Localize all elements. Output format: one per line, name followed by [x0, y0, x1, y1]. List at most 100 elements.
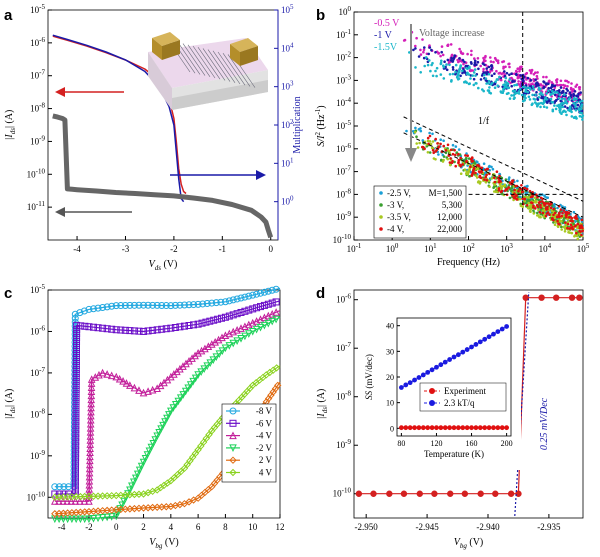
flake-line-a: [202, 48, 226, 81]
data-point-b-2: [502, 83, 505, 87]
data-point-c-3: [98, 514, 107, 522]
inset-data-point-d-0: [442, 425, 448, 431]
flake-line-a: [212, 50, 236, 83]
data-point-b-5: [553, 223, 557, 227]
data-point-c-2: [144, 387, 152, 395]
y-tick-label-b: 10-7: [336, 165, 351, 177]
data-point-c-2: [87, 395, 96, 404]
data-point-b-4: [578, 235, 582, 238]
data-point-c-1: [72, 390, 80, 398]
data-point-c-0: [167, 302, 175, 310]
data-point-c-0: [71, 310, 79, 318]
data-point-c-1: [73, 337, 81, 345]
data-point-b-2: [515, 83, 519, 87]
data-point-b-0: [518, 70, 521, 73]
data-point-b-2: [465, 66, 468, 70]
data-point-b-6: [569, 223, 573, 227]
data-point-c-2: [218, 333, 226, 342]
data-point-b-5: [560, 228, 563, 231]
data-point-b-2: [431, 74, 435, 78]
legend-marker-c: [229, 407, 237, 415]
data-point-c-1: [72, 414, 80, 422]
data-point-b-2: [513, 84, 516, 87]
data-point-b-4: [554, 218, 557, 222]
data-point-c-0: [76, 309, 84, 317]
data-point-c-2: [51, 497, 59, 505]
data-point-b-1: [562, 91, 565, 94]
data-point-b-1: [511, 79, 514, 83]
x-tick-label-a: -1: [219, 244, 227, 254]
data-point-c-1: [162, 325, 170, 333]
data-point-d: [507, 490, 515, 497]
data-point-b-0: [519, 67, 522, 71]
panel-label-d: d: [316, 285, 325, 302]
data-point-c-0: [117, 302, 125, 310]
data-point-c-2: [148, 385, 157, 394]
data-point-b-2: [489, 92, 493, 95]
data-point-c-0: [194, 300, 202, 308]
data-point-b-5: [541, 209, 545, 213]
data-point-b-6: [444, 149, 448, 152]
data-point-c-2: [207, 340, 216, 348]
data-point-c-3: [51, 515, 59, 524]
inset-data-point-d-0: [455, 425, 461, 431]
data-point-b-6: [437, 145, 441, 148]
data-point-b-5: [490, 177, 494, 180]
data-point-c-2: [85, 472, 94, 481]
data-point-b-2: [517, 90, 521, 93]
data-point-c-0: [257, 289, 265, 297]
data-point-c-0: [121, 301, 129, 309]
data-point-b-0: [514, 69, 518, 73]
data-point-b-6: [556, 219, 559, 223]
data-point-b-6: [426, 136, 430, 140]
data-point-b-0: [488, 70, 492, 74]
data-point-b-2: [498, 75, 501, 79]
data-point-b-2: [581, 114, 585, 117]
data-point-b-0: [484, 54, 487, 58]
inset-data-point-d-1: [486, 334, 492, 340]
data-point-b-6: [544, 214, 548, 218]
data-point-b-6: [465, 159, 468, 163]
data-point-c-1: [190, 321, 198, 329]
data-point-b-6: [435, 149, 438, 152]
data-point-d: [370, 490, 377, 497]
inset-x-tick-label-d: 80: [397, 439, 405, 448]
data-point-d: [538, 294, 545, 301]
data-point-b-3: [487, 165, 491, 168]
data-point-b-1: [486, 70, 490, 74]
data-point-b-6: [579, 224, 582, 227]
data-point-b-2: [520, 93, 524, 97]
data-point-b-0: [520, 65, 523, 69]
data-point-c-2: [87, 391, 96, 400]
data-point-c-3: [268, 317, 277, 326]
y2-tick-label-a: 101: [281, 156, 294, 168]
data-point-b-3: [490, 165, 493, 169]
legend-label-c: -6 V: [256, 418, 273, 428]
data-point-b-5: [476, 167, 480, 171]
data-point-b-0: [502, 65, 505, 69]
inset-data-point-d-1: [434, 364, 439, 370]
data-point-b-0: [497, 72, 501, 75]
data-point-b-6: [536, 205, 540, 209]
inset-data-point-d-0: [438, 425, 444, 431]
data-point-b-6: [458, 163, 462, 167]
data-point-b-1: [451, 66, 455, 69]
contact-side-1-a: [152, 38, 162, 60]
x-tick-label-b: 105: [577, 242, 590, 254]
y-tick-label-a: 10-8: [30, 102, 45, 114]
data-point-c-1: [72, 438, 80, 446]
y-tick-label-b: 10-2: [336, 51, 351, 63]
data-point-b-2: [578, 111, 582, 115]
data-point-c-1: [233, 310, 241, 318]
data-point-b-2: [545, 106, 549, 109]
data-point-c-3: [241, 332, 249, 341]
data-point-c-0: [171, 301, 179, 309]
data-point-b-2: [553, 104, 556, 107]
data-point-b-2: [439, 61, 443, 65]
data-point-b-2: [580, 99, 584, 103]
data-point-b-6: [483, 178, 486, 181]
data-point-c-2: [87, 399, 95, 408]
data-point-b-2: [530, 103, 534, 107]
data-point-b-3: [414, 126, 417, 130]
data-point-b-0: [462, 62, 465, 66]
